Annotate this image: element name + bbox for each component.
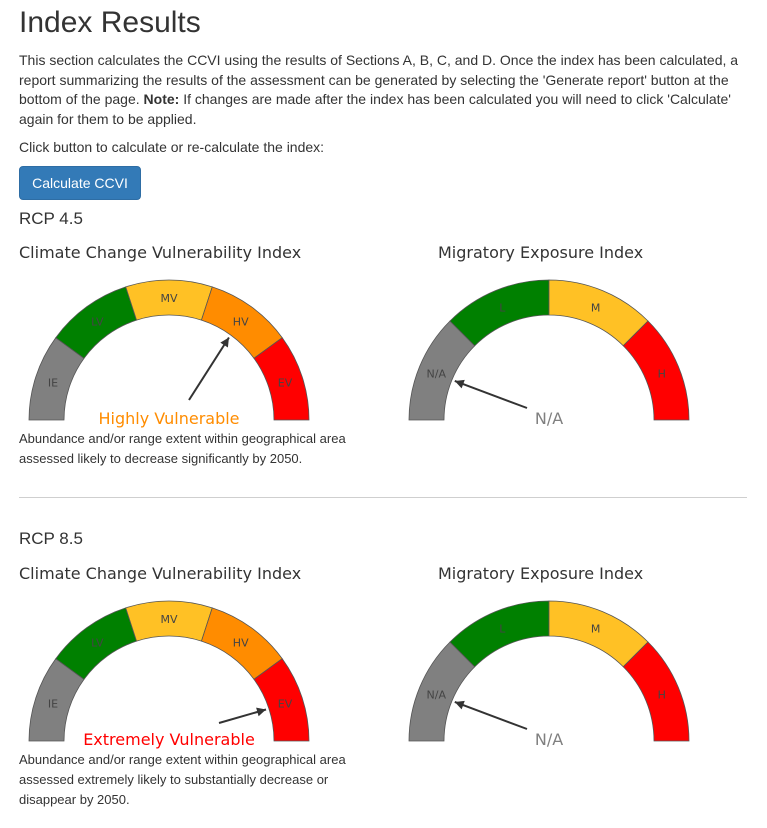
note-label: Note:: [144, 91, 180, 107]
gauge-segment-label: HV: [233, 315, 249, 328]
gauge-pointer-line: [455, 702, 527, 729]
calculate-ccvi-button[interactable]: Calculate CCVI: [19, 166, 141, 200]
ccvi-description-rcp45: Abundance and/or range extent within geo…: [19, 429, 379, 469]
gauge-segment-label: H: [658, 688, 666, 701]
ccvi-description-rcp85: Abundance and/or range extent within geo…: [19, 750, 379, 810]
gauge-segment-h: [623, 321, 689, 420]
ccvi-gauge-rcp85: IE LV MV HV EV Extremely Vulnerable: [19, 586, 319, 751]
page-title: Index Results: [19, 6, 201, 40]
gauge-result-label: Highly Vulnerable: [98, 409, 239, 428]
mei-gauge-rcp85: N/A L M H N/A: [399, 586, 699, 751]
gauge-segment-label: M: [591, 622, 601, 635]
ccvi-gauge-rcp45: IE LV MV HV EV Highly Vulnerable: [19, 265, 319, 430]
mei-title-rcp85: Migratory Exposure Index: [438, 564, 643, 583]
gauge-segment-label: MV: [160, 613, 177, 626]
click-prompt: Click button to calculate or re-calculat…: [19, 139, 324, 155]
gauge-segment-label: EV: [278, 697, 293, 710]
gauge-pointer-line: [455, 381, 527, 408]
ccvi-title-rcp45: Climate Change Vulnerability Index: [19, 243, 301, 262]
gauge-segment-h: [623, 642, 689, 741]
ccvi-title-rcp85: Climate Change Vulnerability Index: [19, 564, 301, 583]
gauge-segment-label: HV: [233, 636, 249, 649]
section-divider: [19, 497, 747, 498]
gauge-segment-label: H: [658, 367, 666, 380]
gauge-segment-label: N/A: [427, 688, 447, 701]
gauge-segment-label: IE: [48, 376, 58, 389]
gauge-segment-label: M: [591, 301, 601, 314]
gauge-segment-label: LV: [91, 636, 104, 649]
gauge-segment-label: EV: [278, 376, 293, 389]
gauge-segment-label: N/A: [427, 367, 447, 380]
gauge-result-label: N/A: [535, 409, 563, 428]
gauge-segment-label: LV: [91, 315, 104, 328]
mei-title-rcp45: Migratory Exposure Index: [438, 243, 643, 262]
gauge-result-label: N/A: [535, 730, 563, 749]
gauge-segment-label: L: [499, 301, 506, 314]
gauge-segment-label: L: [499, 622, 506, 635]
gauge-segment-label: IE: [48, 697, 58, 710]
gauge-pointer-line: [189, 337, 229, 400]
scenario-label-rcp85: RCP 8.5: [19, 529, 83, 549]
gauge-result-label: Extremely Vulnerable: [83, 730, 255, 749]
gauge-segment-label: MV: [160, 292, 177, 305]
scenario-label-rcp45: RCP 4.5: [19, 209, 83, 229]
intro-paragraph: This section calculates the CCVI using t…: [19, 51, 747, 129]
mei-gauge-rcp45: N/A L M H N/A: [399, 265, 699, 430]
